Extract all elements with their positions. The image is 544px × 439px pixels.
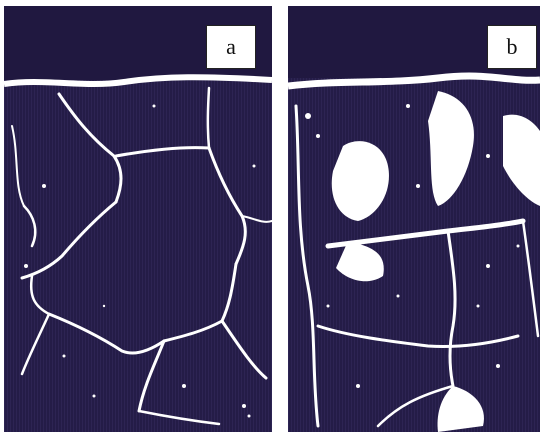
panel-label-a: a: [206, 25, 256, 69]
micrograph-image-a: [4, 6, 272, 432]
panel-label-b: b: [487, 25, 537, 69]
micrograph-panel-b: b: [288, 6, 540, 432]
micrograph-panel-a: a: [4, 6, 272, 432]
micrograph-image-b: [288, 6, 540, 432]
